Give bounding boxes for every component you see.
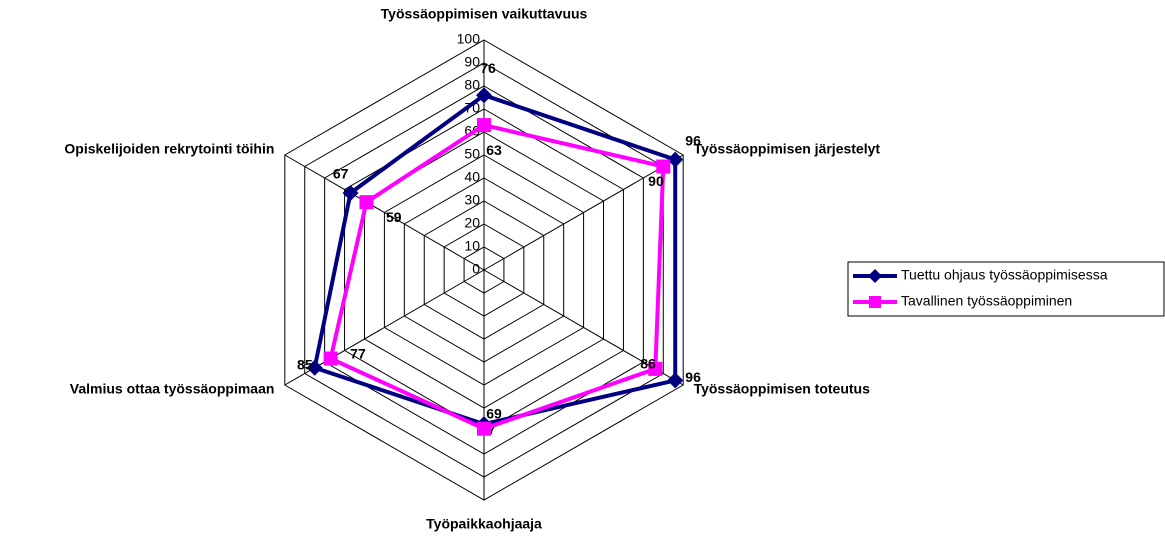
- category-label: Opiskelijoiden rekrytointi töihin: [64, 141, 274, 157]
- axis-line: [483, 154, 684, 271]
- tick-label: 10: [464, 238, 480, 254]
- tick-label: 20: [464, 215, 480, 231]
- data-label: 63: [486, 142, 502, 158]
- tick-label: 50: [464, 146, 480, 162]
- marker: [648, 361, 663, 376]
- tick-label: 30: [464, 192, 480, 208]
- marker: [306, 359, 323, 376]
- data-label: 76: [480, 60, 496, 76]
- tick-label: 70: [464, 100, 480, 116]
- marker: [342, 184, 359, 201]
- marker: [477, 421, 491, 436]
- category-label: Työssäoppimisen toteutus: [694, 381, 871, 397]
- category-label: Työpaikkaohjaaja: [426, 516, 542, 532]
- data-label: 86: [640, 356, 656, 372]
- data-label: 77: [350, 345, 366, 361]
- category-label: Työssäoppimisen vaikuttavuus: [381, 6, 588, 22]
- data-label: 96: [685, 132, 701, 148]
- legend-marker: [869, 296, 881, 308]
- tick-label: 100: [457, 31, 481, 47]
- tick-label: 40: [464, 169, 480, 185]
- legend-label: Tuettu ohjaus työssäoppimisessa: [901, 267, 1108, 283]
- marker: [667, 151, 684, 168]
- data-label: 90: [648, 173, 664, 189]
- legend-label: Tavallinen työssäoppiminen: [901, 293, 1072, 309]
- legend-box: [847, 261, 1165, 317]
- tick-label: 0: [472, 261, 480, 277]
- axis-line: [284, 154, 485, 271]
- data-label: 59: [386, 209, 402, 225]
- legend-marker: [868, 269, 882, 283]
- marker: [667, 372, 684, 389]
- tick-label: 90: [464, 54, 480, 70]
- category-label: Työssäoppimisen järjestelyt: [694, 141, 881, 157]
- marker: [359, 195, 374, 210]
- marker: [323, 351, 338, 366]
- data-label: 96: [685, 369, 701, 385]
- data-label: 67: [333, 166, 349, 182]
- marker: [476, 87, 492, 104]
- tick-label: 80: [464, 77, 480, 93]
- marker: [656, 159, 671, 174]
- data-label: 85: [297, 356, 313, 372]
- marker: [477, 118, 491, 133]
- data-label: 69: [486, 405, 502, 421]
- category-label: Valmius ottaa työssäoppimaan: [70, 381, 275, 397]
